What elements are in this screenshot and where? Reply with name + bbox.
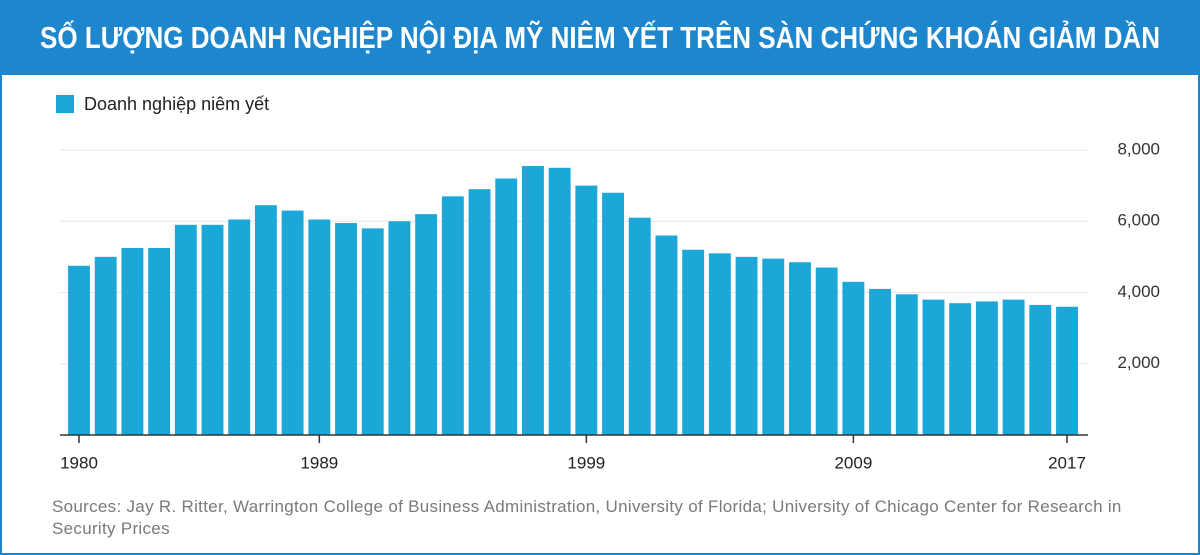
x-tick-label: 1980	[60, 453, 98, 472]
bar	[441, 196, 464, 435]
x-tick-label: 1989	[300, 453, 338, 472]
bar	[895, 294, 918, 435]
chart-title: SỐ LƯỢNG DOANH NGHIỆP NỘI ĐỊA MỸ NIÊM YẾ…	[40, 19, 1160, 55]
bar	[949, 303, 972, 435]
bar	[308, 219, 331, 435]
header-band	[0, 0, 1200, 74]
legend-swatch	[56, 95, 74, 113]
bar	[148, 247, 171, 435]
bar	[789, 262, 811, 435]
bar	[1056, 306, 1078, 435]
bar	[922, 299, 945, 435]
bar	[361, 228, 384, 435]
bar	[762, 258, 785, 435]
y-tick-label: 8,000	[1117, 139, 1160, 158]
bar	[708, 253, 731, 435]
bar	[815, 267, 838, 435]
bar	[869, 288, 892, 435]
bar	[655, 235, 678, 435]
bar	[254, 205, 277, 435]
bar	[548, 167, 571, 435]
bar	[1029, 304, 1052, 435]
y-tick-label: 4,000	[1117, 282, 1160, 301]
bar	[415, 214, 438, 435]
bar	[201, 224, 224, 435]
y-tick-label: 2,000	[1117, 353, 1160, 372]
bar	[388, 221, 411, 435]
bar	[121, 247, 144, 435]
x-tick-label: 1999	[567, 453, 605, 472]
bar	[682, 249, 705, 435]
legend-label: Doanh nghiệp niêm yết	[84, 94, 269, 114]
bar	[1002, 299, 1025, 435]
bar	[281, 210, 304, 435]
frame	[0, 73, 1200, 555]
bar	[68, 265, 90, 435]
bar	[174, 224, 197, 435]
bar	[468, 189, 491, 435]
bar	[602, 192, 625, 435]
bar	[975, 301, 998, 435]
bar	[842, 281, 865, 435]
x-tick-label: 2017	[1048, 453, 1086, 472]
bar	[521, 166, 544, 435]
y-tick-label: 6,000	[1117, 211, 1160, 230]
source-note: Sources: Jay R. Ritter, Warrington Colle…	[52, 497, 1122, 538]
bar	[495, 178, 518, 435]
bar	[575, 185, 598, 435]
bar	[335, 223, 357, 435]
bar	[94, 256, 117, 435]
bar	[735, 256, 758, 435]
x-tick-label: 2009	[834, 453, 872, 472]
bar	[628, 217, 651, 435]
bar	[228, 219, 251, 435]
